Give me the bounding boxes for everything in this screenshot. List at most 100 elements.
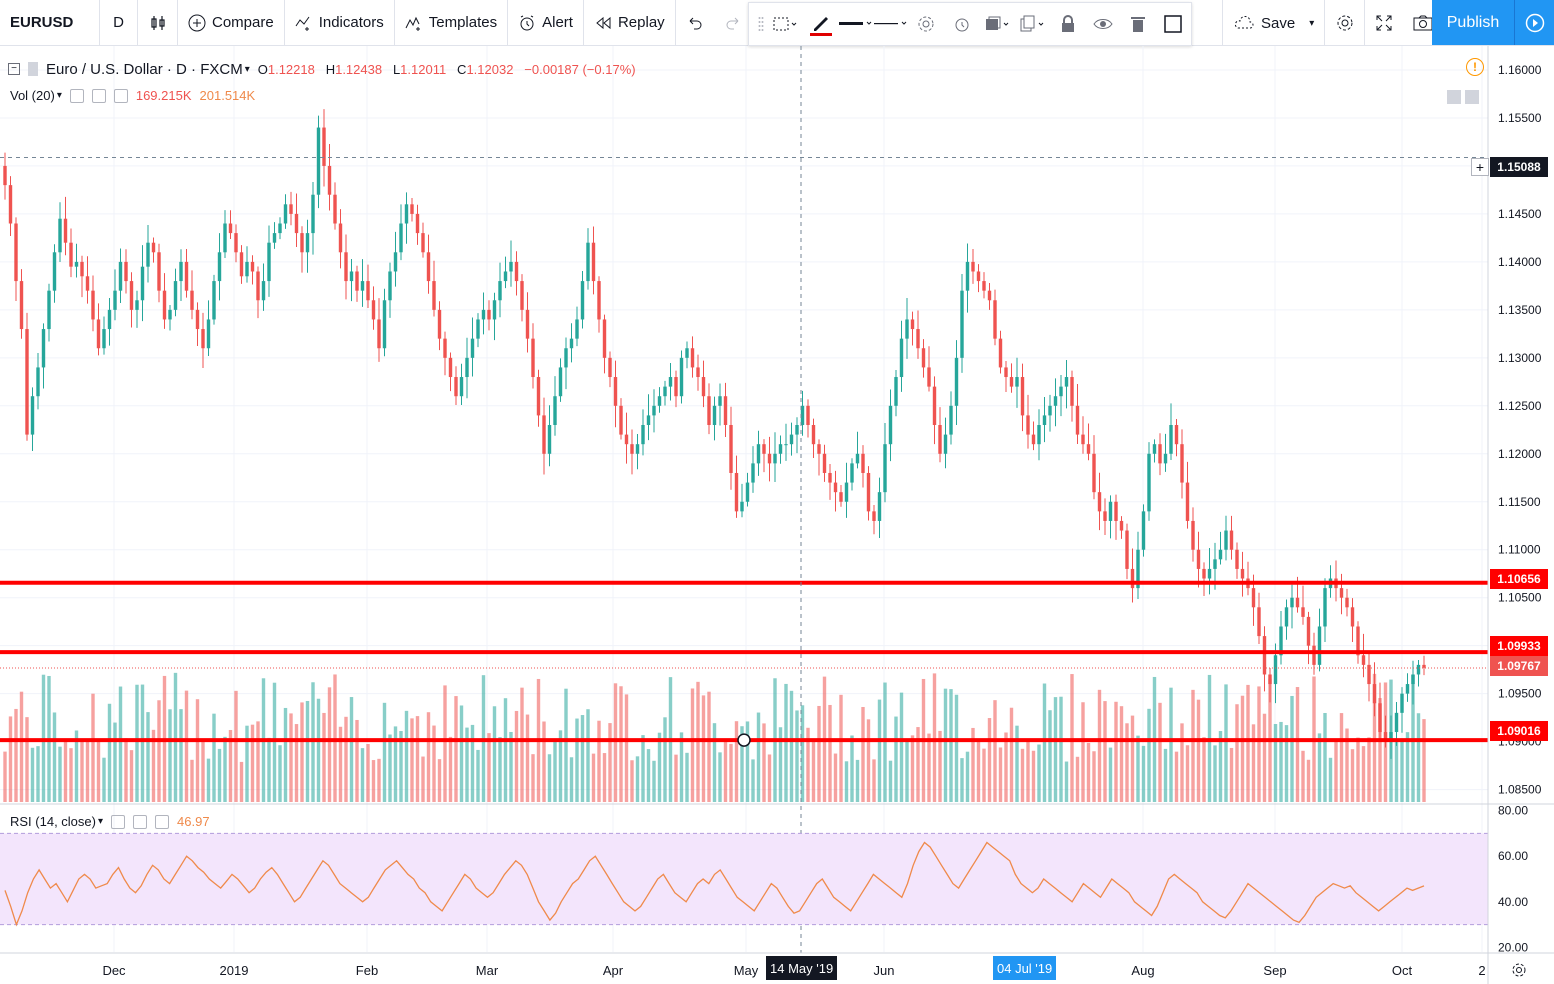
template-dropdown-button[interactable] <box>768 4 803 44</box>
candle-body <box>25 329 29 435</box>
indicators-button[interactable]: Indicators <box>285 0 395 46</box>
visual-order-button[interactable] <box>979 4 1014 44</box>
candle-body <box>608 357 612 378</box>
compare-button[interactable]: Compare <box>178 0 285 46</box>
volume-indicator-name[interactable]: Vol (20) <box>10 88 55 103</box>
symbol-search-button[interactable]: EURUSD <box>0 0 100 46</box>
volume-bar <box>861 707 865 802</box>
candle-body <box>212 281 216 320</box>
candle-body <box>1015 377 1019 387</box>
close-icon[interactable] <box>155 814 170 829</box>
visibility-button[interactable] <box>1085 4 1120 44</box>
compare-label: Compare <box>212 14 274 31</box>
chart-type-button[interactable] <box>138 0 178 46</box>
volume-bar <box>184 690 189 802</box>
chevron-down-icon[interactable]: ▾ <box>244 63 250 75</box>
axis-settings-button[interactable] <box>1508 960 1530 980</box>
drawing-settings-button[interactable] <box>909 4 944 44</box>
series-title[interactable]: Euro / U.S. Dollar · D · FXCM <box>46 60 243 78</box>
more-button[interactable] <box>1156 4 1191 44</box>
crosshair-plus-icon[interactable]: + <box>1471 158 1489 176</box>
candle-body <box>1339 588 1344 598</box>
volume-bar <box>806 727 810 802</box>
candle-body <box>712 405 717 425</box>
collapse-icon[interactable]: − <box>8 63 20 75</box>
redo-button[interactable] <box>714 0 752 46</box>
interval-button[interactable]: D <box>100 0 138 46</box>
rsi-tick-label: 60.00 <box>1498 849 1528 863</box>
candle-body <box>1180 444 1184 483</box>
close-icon[interactable] <box>113 88 128 103</box>
candle-body <box>498 281 502 301</box>
volume-bar <box>789 690 794 802</box>
chevron-down-icon[interactable]: ▾ <box>97 816 104 827</box>
candle-body <box>278 223 282 234</box>
undo-button[interactable] <box>676 0 714 46</box>
candle-body <box>927 367 931 387</box>
eye-icon[interactable] <box>111 814 126 829</box>
volume-bar <box>1103 701 1107 802</box>
volume-bar <box>641 735 645 802</box>
rsi-band-fill <box>0 833 1488 925</box>
alert-button[interactable]: Alert <box>508 0 584 46</box>
candle-body <box>1075 405 1080 435</box>
indicators-label: Indicators <box>318 14 384 31</box>
gear-icon <box>918 16 934 32</box>
warning-icon[interactable]: ! <box>1466 58 1484 76</box>
delete-button[interactable] <box>1120 4 1155 44</box>
candle-body <box>179 261 183 282</box>
line-color-button[interactable] <box>803 4 838 44</box>
candle-body <box>1169 425 1173 454</box>
volume-bar <box>426 712 431 802</box>
volume-bar <box>360 748 365 802</box>
volume-bar <box>844 761 849 802</box>
drag-handle[interactable] <box>755 4 768 44</box>
line-style-button[interactable] <box>874 4 909 44</box>
candle-body <box>1273 655 1278 685</box>
candle-body <box>1202 568 1206 579</box>
candle-body <box>558 367 563 397</box>
gear-icon[interactable] <box>133 814 148 829</box>
redo-icon <box>726 17 739 29</box>
chevron-down-icon[interactable]: ▾ <box>56 90 62 101</box>
alert-drawing-button[interactable] <box>944 4 979 44</box>
volume-bar <box>1108 747 1113 802</box>
candle-body <box>267 242 271 282</box>
volume-value-1: 169.215K <box>135 88 192 103</box>
pane-maximize-button[interactable] <box>1447 90 1461 104</box>
replay-button[interactable]: Replay <box>584 0 676 46</box>
templates-button[interactable]: Templates <box>395 0 509 46</box>
price-tick-label: 1.12000 <box>1498 447 1542 461</box>
lock-button[interactable] <box>1050 4 1085 44</box>
gear-icon[interactable] <box>91 88 106 103</box>
publish-button[interactable]: Publish <box>1432 0 1514 45</box>
layers-icon <box>985 16 1009 30</box>
volume-bar <box>872 759 876 802</box>
settings-button[interactable] <box>1325 0 1366 46</box>
candle-body <box>360 281 365 291</box>
publish-play-button[interactable] <box>1514 0 1554 45</box>
clone-button[interactable] <box>1015 4 1050 44</box>
eye-icon[interactable] <box>69 88 84 103</box>
volume-bar <box>228 729 233 802</box>
volume-bar <box>1125 723 1129 802</box>
candle-body <box>69 242 73 267</box>
volume-bar <box>1086 742 1091 802</box>
fullscreen-button[interactable] <box>1365 0 1403 46</box>
candle-body <box>844 482 849 502</box>
templates-icon <box>405 16 420 31</box>
volume-bar <box>223 736 227 802</box>
save-button[interactable]: Save ▾ <box>1222 0 1326 46</box>
pane-collapse-button[interactable] <box>1465 90 1479 104</box>
candle-body <box>272 233 277 243</box>
volume-bar <box>1042 683 1047 802</box>
candle-body <box>454 377 458 397</box>
rsi-indicator-name[interactable]: RSI (14, close) <box>10 814 96 829</box>
line-width-button[interactable] <box>838 4 873 44</box>
volume-bar <box>1070 674 1074 802</box>
volume-bar <box>564 688 568 802</box>
volume-bar <box>278 745 282 802</box>
candle-body <box>883 444 887 493</box>
alert-label: Alert <box>542 14 573 31</box>
